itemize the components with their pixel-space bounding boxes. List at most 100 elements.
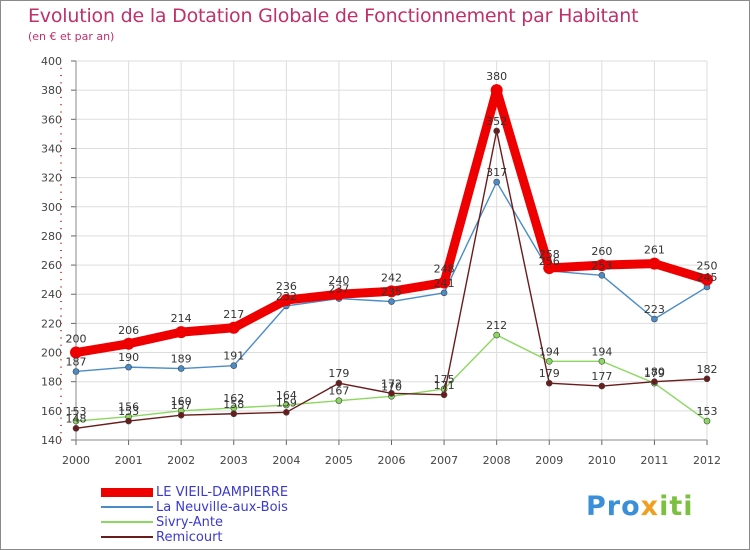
data-label: 158 bbox=[223, 398, 244, 411]
data-label: 167 bbox=[328, 385, 349, 398]
data-label: 260 bbox=[591, 245, 612, 258]
data-label: 256 bbox=[539, 255, 560, 268]
data-label: 206 bbox=[118, 324, 139, 337]
data-label: 261 bbox=[644, 244, 665, 257]
data-point bbox=[703, 375, 711, 383]
y-tick-label: 300 bbox=[41, 201, 62, 214]
data-point bbox=[651, 315, 658, 323]
data-point bbox=[388, 298, 395, 305]
data-point bbox=[72, 425, 80, 432]
data-label: 241 bbox=[434, 277, 455, 290]
chart-subtitle: (en € et par an) bbox=[28, 30, 115, 43]
data-label: 187 bbox=[66, 355, 87, 368]
data-point bbox=[72, 417, 80, 425]
data-label: 179 bbox=[539, 367, 560, 380]
data-point bbox=[230, 410, 238, 418]
data-label: 153 bbox=[118, 405, 139, 418]
data-label: 214 bbox=[171, 312, 192, 325]
legend-label: La Neuville-aux-Bois bbox=[156, 500, 288, 515]
data-point bbox=[543, 261, 556, 274]
data-point bbox=[595, 259, 608, 272]
data-label: 237 bbox=[328, 283, 349, 296]
data-label: 159 bbox=[276, 396, 297, 409]
x-tick-label: 2010 bbox=[588, 454, 616, 467]
series-0 bbox=[70, 84, 713, 359]
data-label: 235 bbox=[381, 286, 402, 299]
data-label: 380 bbox=[486, 70, 507, 83]
data-point bbox=[177, 365, 185, 372]
data-point bbox=[493, 178, 500, 186]
legend-swatch bbox=[101, 521, 153, 523]
data-point bbox=[701, 273, 713, 286]
data-label: 240 bbox=[328, 274, 349, 287]
data-label: 194 bbox=[591, 345, 612, 358]
legend-label: Remicourt bbox=[156, 530, 223, 545]
data-label: 242 bbox=[381, 271, 402, 284]
data-label: 253 bbox=[591, 259, 612, 272]
y-tick-label: 200 bbox=[41, 347, 62, 360]
y-tick-label: 140 bbox=[41, 434, 62, 447]
data-label: 182 bbox=[697, 363, 718, 376]
data-point bbox=[125, 363, 132, 371]
data-point bbox=[388, 390, 395, 397]
data-label: 212 bbox=[486, 319, 507, 332]
legend-label: LE VIEIL-DAMPIERRE bbox=[156, 485, 289, 500]
x-tick-label: 2001 bbox=[115, 454, 143, 467]
data-point bbox=[175, 326, 188, 339]
data-label: 200 bbox=[66, 333, 87, 346]
data-label: 170 bbox=[381, 380, 402, 393]
proxiti-logo: Proxiti bbox=[586, 491, 694, 522]
x-tick-label: 2000 bbox=[62, 454, 90, 467]
data-point bbox=[545, 357, 553, 365]
data-point bbox=[125, 417, 132, 425]
data-point bbox=[493, 331, 500, 339]
data-point bbox=[283, 409, 290, 416]
chart-title: Evolution de la Dotation Globale de Fonc… bbox=[28, 5, 639, 27]
data-label: 157 bbox=[171, 399, 192, 412]
x-tick-label: 2007 bbox=[430, 454, 458, 467]
data-point bbox=[545, 379, 553, 387]
data-point bbox=[651, 378, 658, 385]
data-label: 191 bbox=[223, 350, 244, 363]
x-tick-label: 2009 bbox=[535, 454, 563, 467]
data-point bbox=[385, 285, 398, 298]
data-label: 180 bbox=[644, 366, 665, 379]
data-point bbox=[177, 411, 185, 419]
data-label: 177 bbox=[591, 370, 612, 383]
data-point bbox=[335, 397, 343, 404]
data-point bbox=[283, 401, 290, 409]
x-tick-label: 2004 bbox=[272, 454, 300, 467]
data-point bbox=[440, 391, 448, 399]
data-point bbox=[598, 357, 606, 365]
data-point bbox=[440, 289, 448, 297]
x-tick-label: 2008 bbox=[483, 454, 511, 467]
data-label: 153 bbox=[697, 405, 718, 418]
y-tick-label: 280 bbox=[41, 230, 62, 243]
data-label: 194 bbox=[539, 345, 560, 358]
data-point bbox=[72, 368, 80, 375]
data-point bbox=[598, 382, 606, 390]
x-tick-label: 2003 bbox=[220, 454, 248, 467]
data-label: 189 bbox=[171, 353, 192, 366]
data-point bbox=[122, 337, 135, 350]
y-tick-label: 240 bbox=[41, 288, 62, 301]
data-point bbox=[490, 84, 503, 97]
data-point bbox=[70, 346, 82, 359]
data-label: 223 bbox=[644, 303, 665, 316]
series-3 bbox=[72, 127, 711, 432]
x-tick-label: 2011 bbox=[640, 454, 668, 467]
data-point bbox=[227, 321, 240, 334]
y-tick-label: 160 bbox=[41, 405, 62, 418]
data-point bbox=[648, 257, 661, 270]
legend-swatch bbox=[101, 536, 153, 538]
data-label: 175 bbox=[434, 373, 455, 386]
x-tick-label: 2005 bbox=[325, 454, 353, 467]
y-tick-label: 260 bbox=[41, 259, 62, 272]
data-label: 352 bbox=[486, 115, 507, 128]
y-tick-label: 220 bbox=[41, 317, 62, 330]
data-point bbox=[335, 379, 343, 387]
x-tick-label: 2002 bbox=[167, 454, 195, 467]
data-point bbox=[703, 417, 711, 425]
data-label: 156 bbox=[118, 401, 139, 414]
data-label: 162 bbox=[223, 392, 244, 405]
